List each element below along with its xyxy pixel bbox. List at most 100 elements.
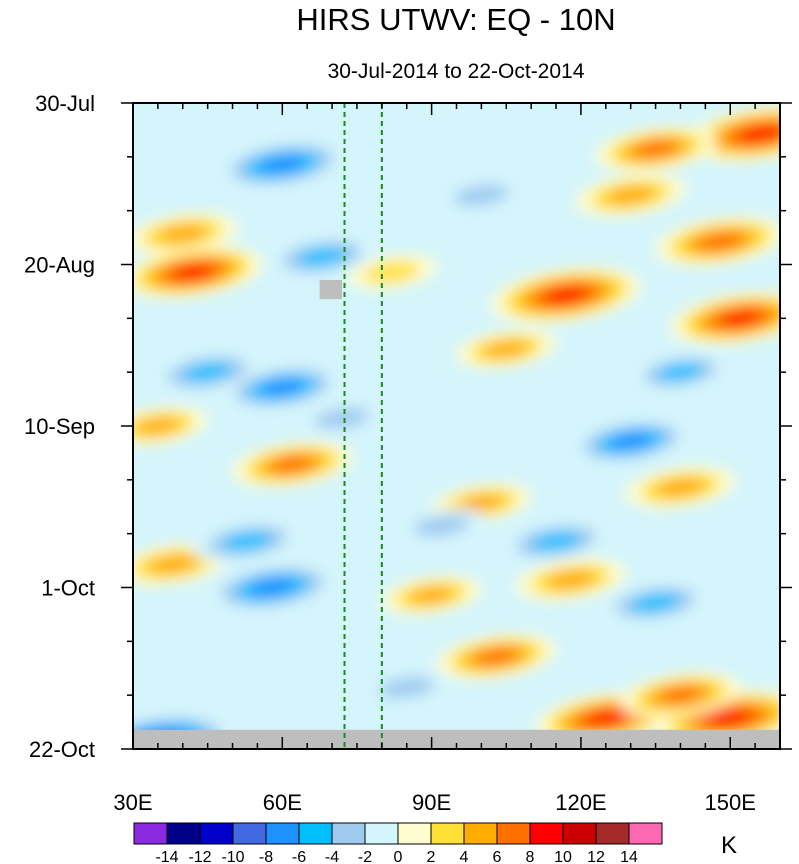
colorbar-label: -14 [155, 849, 178, 864]
colorbar-label: 12 [587, 849, 605, 864]
heatmap-contour [531, 532, 581, 551]
heatmap-contour [222, 532, 273, 551]
heatmap-features [133, 105, 780, 749]
x-tick-label: 30E [113, 790, 152, 815]
heatmap-contour [297, 247, 347, 267]
colorbar-label: -10 [221, 849, 244, 864]
heatmap-feature [624, 466, 736, 509]
y-tick-label: 22-Oct [29, 737, 95, 762]
heatmap-feature [600, 581, 712, 624]
colorbar-swatch [133, 822, 168, 845]
heatmap-contour [261, 379, 304, 396]
heatmap-feature [684, 105, 780, 162]
colorbar-swatch [529, 822, 564, 845]
heatmap-contour [738, 125, 780, 142]
x-tick-label: 150E [705, 790, 756, 815]
y-tick-label: 10-Sep [24, 414, 95, 439]
colorbar-swatch [265, 822, 300, 845]
heatmap-feature [296, 400, 388, 436]
heatmap-contour [697, 232, 744, 250]
colorbar-label: 4 [460, 849, 469, 864]
heatmap-feature [435, 177, 527, 213]
x-tick-label: 90E [412, 790, 451, 815]
colorbar-swatch [331, 822, 366, 845]
heatmap-feature [669, 292, 780, 345]
heatmap-contour [720, 310, 761, 326]
heatmap-contour [182, 362, 233, 382]
colorbar-label: 6 [493, 849, 502, 864]
heatmap-contour [271, 456, 314, 473]
x-tick-label: 120E [555, 790, 606, 815]
colorbar-label: 8 [526, 849, 535, 864]
heatmap-feature [570, 418, 692, 465]
heatmap-contour [409, 586, 455, 604]
heatmap-feature [575, 174, 687, 217]
heatmap-contour [135, 417, 181, 435]
heatmap-contour [634, 141, 677, 158]
heatmap-contour [363, 261, 420, 283]
heatmap-feature [654, 217, 780, 266]
heatmap-feature [381, 576, 483, 615]
heatmap-contour [413, 515, 470, 537]
chart-title: HIRS UTWV: EQ - 10N [296, 2, 615, 37]
heatmap-contour [546, 570, 596, 590]
heatmap-field [133, 103, 780, 749]
x-tick-label: 60E [263, 790, 302, 815]
heatmap-feature [133, 212, 239, 255]
colorbar-label: 2 [427, 849, 436, 864]
heatmap-feature [346, 254, 438, 290]
y-tick-label: 30-Jul [35, 91, 95, 116]
colorbar-label: 10 [554, 849, 572, 864]
colorbar-units: K [721, 832, 737, 859]
heatmap-contour [606, 185, 656, 205]
heatmap-contour [453, 184, 510, 207]
colorbar-swatch [364, 822, 399, 845]
heatmap-contour [259, 156, 306, 173]
heatmap-feature [515, 558, 627, 601]
heatmap-contour [172, 264, 213, 280]
y-tick-label: 20-Aug [24, 253, 95, 278]
colorbar-label: -8 [259, 849, 273, 864]
heatmap-feature [490, 267, 642, 324]
colorbar-label: -12 [188, 849, 211, 864]
colorbar-swatch [562, 822, 597, 845]
heatmap-feature [133, 406, 209, 446]
heatmap-contour [148, 555, 198, 574]
missing-data-region [319, 279, 343, 300]
colorbar-label: -4 [325, 849, 339, 864]
heatmap-feature [455, 329, 557, 369]
heatmap-contour [378, 676, 435, 699]
x-axis: 30E 60E 90E 120E 150E [113, 103, 781, 815]
colorbar-swatch [430, 822, 465, 845]
colorbar-label: -6 [292, 849, 306, 864]
heatmap-contour [708, 710, 752, 727]
heatmap-contour [158, 224, 208, 244]
heatmap-contour [249, 579, 296, 596]
heatmap-contour [458, 494, 504, 512]
heatmap-feature [595, 126, 717, 172]
colorbar-swatch [232, 822, 267, 845]
colorbar-label: 0 [394, 849, 403, 864]
heatmap-feature [206, 563, 338, 612]
colorbar-swatch [463, 822, 498, 845]
heatmap-feature [216, 140, 348, 189]
heatmap-feature [266, 235, 378, 278]
colorbar-swatch [199, 822, 234, 845]
chart-subtitle: 30-Jul-2014 to 22-Oct-2014 [328, 60, 585, 83]
colorbar-swatch [298, 822, 333, 845]
y-axis: 30-Jul 20-Aug 10-Sep 1-Oct 22-Oct [24, 91, 792, 762]
missing-data-region [133, 729, 780, 749]
colorbar-swatch [595, 822, 630, 845]
heatmap-contour [657, 363, 703, 381]
heatmap-contour [659, 687, 702, 704]
heatmap-feature [231, 441, 353, 488]
colorbar-swatch [628, 822, 663, 845]
heatmap-feature [619, 672, 741, 718]
heatmap-feature [221, 364, 343, 411]
colorbar: -14 -12 -10 -8 -6 -4 -2 0 2 4 6 8 10 12 14 [133, 822, 663, 864]
heatmap-feature [361, 670, 453, 705]
y-tick-label: 1-Oct [41, 576, 95, 601]
heatmap-contour [483, 340, 529, 358]
heatmap-contour [609, 433, 652, 450]
colorbar-swatch [496, 822, 531, 845]
